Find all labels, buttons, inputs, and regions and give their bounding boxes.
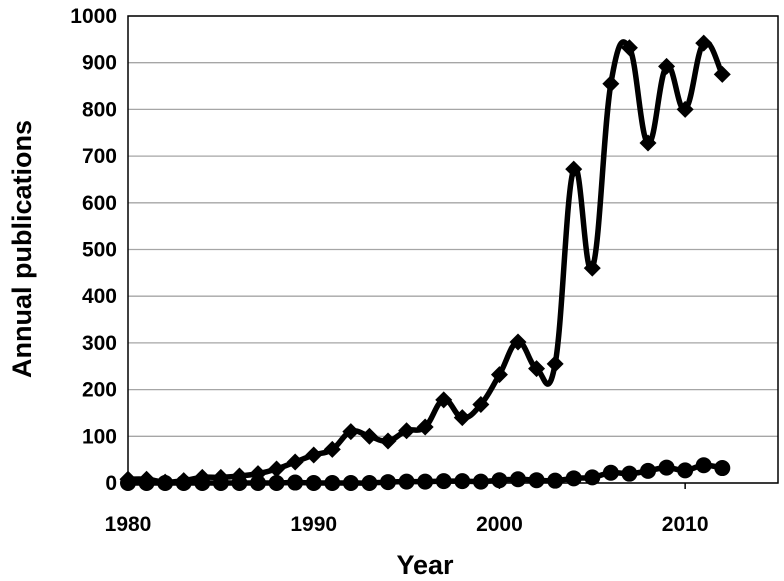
series-group — [119, 34, 731, 491]
gridlines — [128, 15, 778, 484]
data-point-circle — [231, 475, 248, 491]
y-tick-labels: 0 100 200 300 400 500 600 700 800 900 1000 — [70, 5, 117, 495]
data-point-circle — [194, 475, 211, 491]
data-point-circle — [658, 459, 675, 476]
data-point-diamond — [639, 134, 657, 152]
data-point-diamond — [268, 460, 286, 478]
data-point-diamond — [713, 65, 731, 83]
data-point-circle — [175, 475, 192, 491]
data-point-circle — [695, 457, 712, 474]
data-point-diamond — [676, 100, 694, 118]
data-point-circle — [602, 464, 619, 481]
data-point-circle — [510, 471, 526, 488]
y-tick-label: 200 — [82, 379, 117, 402]
data-point-diamond — [695, 34, 713, 52]
data-point-circle — [380, 474, 396, 491]
data-point-circle — [417, 473, 434, 490]
data-point-diamond — [658, 57, 676, 75]
y-tick-label: 700 — [82, 145, 117, 168]
data-point-circle — [472, 473, 489, 490]
data-point-diamond — [583, 259, 601, 277]
series-line-1 — [125, 39, 726, 485]
y-tick-label: 600 — [82, 192, 117, 215]
data-point-circle — [398, 473, 415, 490]
data-point-circle — [454, 473, 471, 490]
y-tick-label: 1000 — [70, 5, 117, 28]
data-point-diamond — [620, 39, 638, 57]
data-point-circle — [138, 475, 155, 491]
data-point-circle — [324, 475, 341, 491]
data-point-circle — [528, 472, 545, 489]
data-point-diamond — [435, 391, 453, 409]
data-point-circle — [120, 475, 136, 491]
data-point-circle — [287, 474, 304, 491]
x-tick-label: 2010 — [662, 513, 709, 536]
data-point-diamond — [398, 422, 416, 440]
data-point-diamond — [528, 360, 546, 378]
data-point-diamond — [286, 453, 304, 471]
data-point-diamond — [323, 440, 341, 458]
y-tick-label: 900 — [82, 52, 117, 75]
data-point-diamond — [379, 432, 397, 450]
y-tick-label: 400 — [82, 285, 117, 308]
data-point-circle — [677, 462, 694, 479]
data-point-circle — [621, 465, 638, 482]
data-point-circle — [640, 462, 656, 479]
x-axis-title: Year — [396, 550, 454, 580]
x-tick-label: 1990 — [290, 513, 337, 536]
y-tick-label: 100 — [82, 425, 117, 448]
data-point-circle — [250, 475, 266, 491]
y-tick-label: 800 — [82, 98, 117, 121]
x-tick-label: 1980 — [105, 513, 152, 536]
data-point-circle — [584, 469, 601, 486]
data-point-diamond — [472, 396, 490, 414]
x-tick-label: 2000 — [476, 513, 523, 536]
data-point-circle — [305, 475, 322, 491]
data-point-circle — [342, 475, 359, 491]
data-point-circle — [268, 475, 285, 491]
data-point-circle — [435, 473, 452, 490]
data-point-diamond — [602, 75, 620, 93]
y-axis-title: Annual publications — [7, 120, 37, 378]
data-point-diamond — [565, 160, 583, 178]
data-point-circle — [714, 460, 731, 477]
data-point-diamond — [509, 333, 527, 351]
y-tick-label: 300 — [82, 332, 117, 355]
data-point-circle — [361, 475, 378, 491]
y-tick-label: 500 — [82, 239, 117, 262]
data-point-diamond — [305, 446, 323, 464]
data-point-diamond — [546, 355, 564, 373]
x-tick-labels: 1980 1990 2000 2010 — [105, 483, 709, 536]
data-point-diamond — [490, 366, 508, 384]
data-point-circle — [565, 470, 582, 487]
data-point-diamond — [453, 409, 471, 427]
y-tick-label: 0 — [105, 472, 117, 495]
data-point-diamond — [416, 418, 434, 436]
data-point-circle — [157, 475, 174, 491]
data-point-diamond — [360, 427, 378, 445]
data-point-circle — [547, 472, 564, 489]
data-point-circle — [491, 472, 508, 489]
data-point-circle — [212, 475, 229, 491]
data-point-diamond — [342, 423, 360, 441]
